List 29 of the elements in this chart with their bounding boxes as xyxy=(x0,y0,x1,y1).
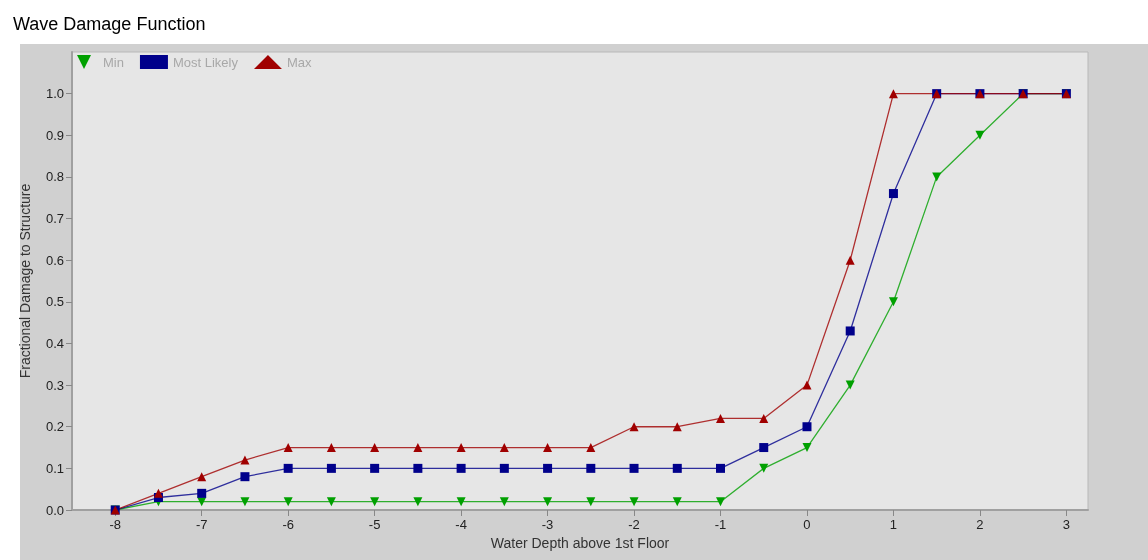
y-tick-label: 0.6 xyxy=(45,252,64,268)
y-tick-label: 0.9 xyxy=(45,127,64,143)
x-tick-label: 0 xyxy=(803,517,811,532)
chart-title: Wave Damage Function xyxy=(13,14,206,34)
y-tick-label: 0.1 xyxy=(45,460,64,476)
y-tick-label: 0.7 xyxy=(45,211,64,227)
x-axis-title: Water Depth above 1st Floor xyxy=(490,535,670,551)
y-tick-label: 1.0 xyxy=(45,86,64,102)
y-tick-label: 0.8 xyxy=(45,169,64,185)
legend-label: Min xyxy=(103,54,124,70)
x-tick-label: -8 xyxy=(109,517,122,532)
legend-label: Max xyxy=(286,54,313,70)
y-tick-label: 0.5 xyxy=(45,294,64,310)
x-tick-label: -4 xyxy=(455,517,467,532)
x-tick-label: 2 xyxy=(976,517,984,532)
y-tick-label: 0.4 xyxy=(45,335,64,351)
x-tick-label: -5 xyxy=(368,517,381,532)
x-tick-label: -2 xyxy=(628,517,640,532)
x-tick-label: 3 xyxy=(1062,517,1070,532)
x-tick-label: -7 xyxy=(195,517,208,532)
x-tick-label: -6 xyxy=(282,517,294,532)
y-tick-label: 0.0 xyxy=(45,502,64,518)
x-tick-label: 1 xyxy=(889,517,898,532)
y-axis-title: Fractional Damage to Structure xyxy=(17,183,33,379)
x-tick-label: -3 xyxy=(541,517,554,532)
y-tick-label: 0.3 xyxy=(45,377,64,393)
legend-label: Most Likely xyxy=(172,54,239,70)
x-tick-label: -1 xyxy=(714,517,727,532)
y-tick-label: 0.2 xyxy=(45,419,64,435)
